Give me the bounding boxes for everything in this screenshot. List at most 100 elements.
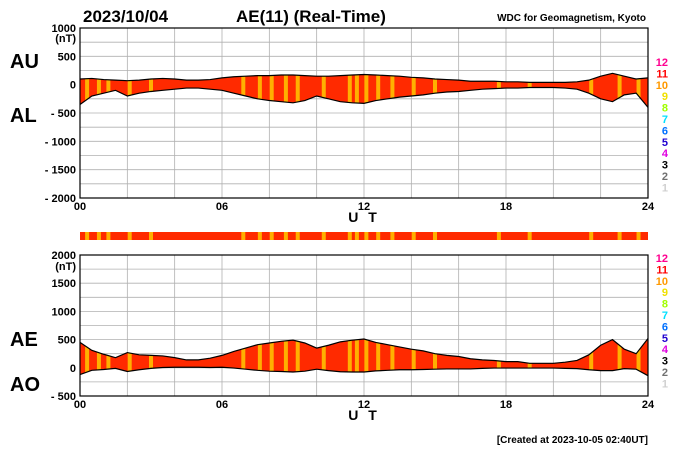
strip-highlight <box>106 232 111 240</box>
highlight-stripe <box>589 338 594 376</box>
highlight-stripe <box>321 73 326 108</box>
highlight-stripe <box>321 338 326 376</box>
strip-highlight <box>149 232 153 240</box>
legend-item: 4 <box>662 344 669 356</box>
series-label-ao: AO <box>10 374 40 396</box>
legend-item: 6 <box>662 321 668 333</box>
legend-item: 11 <box>656 264 668 276</box>
highlight-stripe <box>364 73 369 108</box>
strip-highlight <box>241 232 246 240</box>
highlight-stripe <box>636 73 641 108</box>
highlight-stripe <box>85 338 90 376</box>
highlight-stripe <box>411 73 416 108</box>
source-label: WDC for Geomagnetism, Kyoto <box>497 13 646 24</box>
highlight-stripe <box>283 338 288 376</box>
x-tick-label: 18 <box>500 399 512 411</box>
x-tick-label: 18 <box>500 201 512 213</box>
legend-item: 2 <box>662 171 668 183</box>
highlight-stripe <box>390 338 395 376</box>
legend-item: 8 <box>662 299 668 311</box>
strip-highlight <box>96 232 101 240</box>
y-tick-label: 0 <box>70 80 76 92</box>
x-tick-label: 24 <box>642 201 655 213</box>
legend-item: 7 <box>662 310 668 322</box>
legend-item: 5 <box>662 137 668 149</box>
legend-item: 3 <box>662 356 668 368</box>
highlight-stripe <box>347 338 352 376</box>
strip-highlight <box>295 232 300 240</box>
x-tick-label: 00 <box>74 399 86 411</box>
highlight-stripe <box>433 338 437 376</box>
y-tick-label: - 500 <box>51 391 76 403</box>
strip-highlight <box>589 232 594 240</box>
series-line-au <box>79 72 649 83</box>
y-tick-label: 2000 <box>52 250 76 262</box>
strip-highlight <box>433 232 437 240</box>
highlight-stripe <box>269 338 274 376</box>
x-tick-label: 12 <box>358 399 370 411</box>
strip-highlight <box>364 232 369 240</box>
y-unit-label: (nT) <box>55 261 76 273</box>
ae-ao-panel: 2000 1500 1000 500 0 - 500 (nT) AE AO 00 06 12 18 24 U… <box>10 250 655 423</box>
plot-frame <box>79 27 649 199</box>
strip-highlight <box>347 232 352 240</box>
strip-highlight <box>617 232 622 240</box>
series-line-al <box>79 86 649 108</box>
strip-highlight <box>85 232 90 240</box>
highlight-stripe <box>376 338 381 376</box>
series-line-ao <box>79 366 649 377</box>
legend-item: 11 <box>656 68 668 80</box>
strip-highlight <box>269 232 274 240</box>
strip-highlight <box>636 232 641 240</box>
highlight-stripe <box>376 73 381 108</box>
highlight-stripe <box>347 73 352 108</box>
strip-bar <box>80 232 648 240</box>
legend-item: 6 <box>662 125 668 137</box>
highlight-stripe <box>295 338 300 376</box>
highlight-stripe <box>411 338 416 376</box>
footer-created: [Created at 2023-10-05 02:40UT] <box>497 435 648 446</box>
y-tick-label: - 1500 <box>45 165 76 177</box>
highlight-stripe <box>96 73 101 108</box>
y-unit-label: (nT) <box>55 33 76 45</box>
strip-highlight <box>354 232 359 240</box>
legend-item: 12 <box>656 57 668 69</box>
highlight-stripe <box>617 338 622 376</box>
highlight-stripe <box>283 73 288 108</box>
strip-highlight <box>411 232 416 240</box>
highlight-stripe <box>127 338 132 376</box>
y-tick-label: 1000 <box>52 306 76 318</box>
legend-item: 2 <box>662 367 668 379</box>
legend-item: 12 <box>656 253 668 265</box>
au-al-panel: 1000 500 0 - 500 - 1000 - 1500 - 2000 (nT) AU AL 0… <box>10 23 655 225</box>
highlight-stripe <box>617 73 622 108</box>
series-line-ae <box>79 338 649 364</box>
highlight-stripe <box>269 73 274 108</box>
highlight-stripe <box>390 73 395 108</box>
x-tick-label: 06 <box>216 399 228 411</box>
highlight-stripe <box>295 73 300 108</box>
legend-item: 10 <box>656 80 668 92</box>
date-label: 2023/10/04 <box>83 7 169 26</box>
y-tick-label: - 500 <box>51 108 76 120</box>
y-tick-label: - 1000 <box>45 136 76 148</box>
legend-item: 8 <box>662 103 668 115</box>
highlight-stripe <box>364 338 369 376</box>
series-label-al: AL <box>10 105 37 127</box>
strip-highlight <box>527 232 532 240</box>
legend-item: 3 <box>662 160 668 172</box>
x-tick-label: 24 <box>642 399 655 411</box>
x-axis-label: U T <box>348 209 380 225</box>
activity-strip <box>80 232 648 240</box>
y-tick-label: 1500 <box>52 278 76 290</box>
y-tick-label: - 2000 <box>45 193 76 205</box>
strip-highlight <box>321 232 326 240</box>
series-label-ae: AE <box>10 329 38 351</box>
highlight-stripe <box>257 338 262 376</box>
highlight-stripe <box>106 73 111 108</box>
highlight-stripe <box>257 73 262 108</box>
highlight-stripes <box>85 338 641 376</box>
